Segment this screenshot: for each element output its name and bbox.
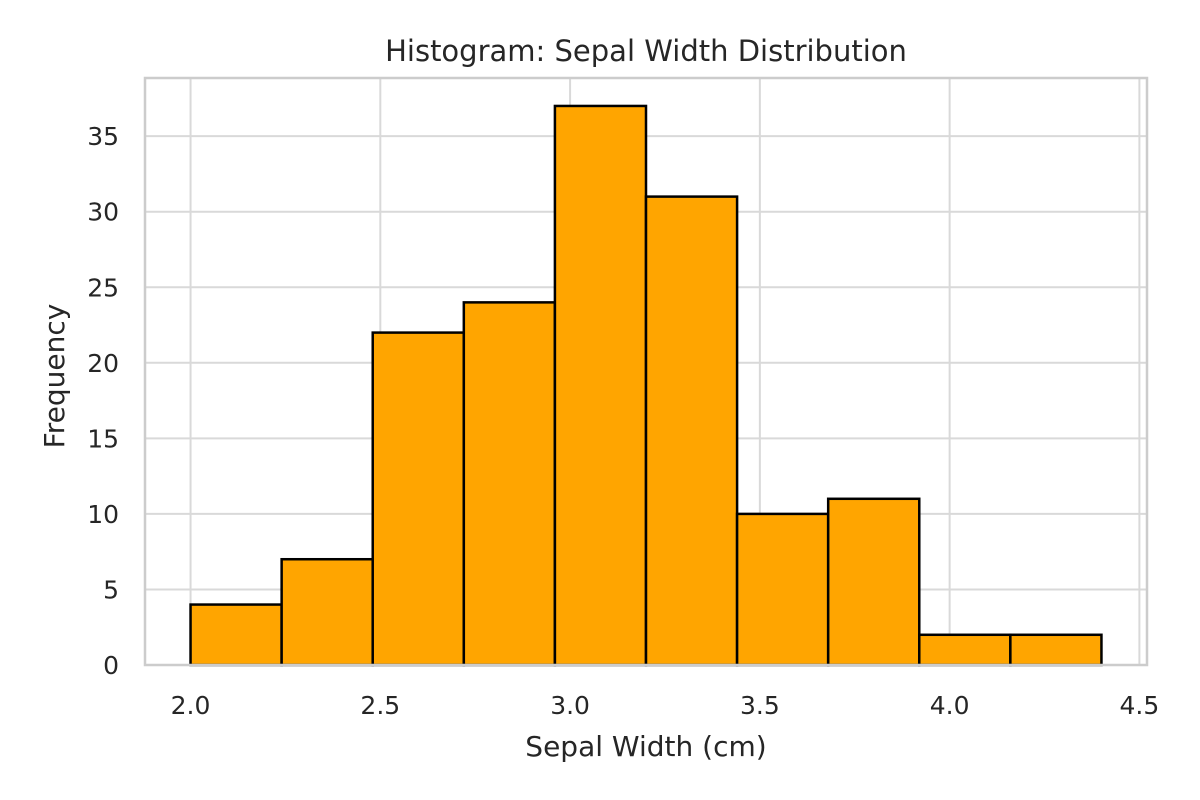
histogram-bar-9 bbox=[1009, 633, 1103, 667]
histogram-bar-0 bbox=[189, 603, 283, 667]
bars bbox=[189, 104, 1103, 667]
plot-frame bbox=[143, 76, 1149, 667]
histogram-bar-2 bbox=[371, 331, 466, 667]
y-tick-label: 35 bbox=[87, 122, 119, 151]
histogram-bar-1 bbox=[280, 557, 374, 667]
y-tick-label: 20 bbox=[87, 349, 119, 378]
x-axis-title: Sepal Width (cm) bbox=[525, 730, 766, 763]
y-tick-label: 25 bbox=[87, 273, 119, 302]
y-tick-label: 5 bbox=[103, 575, 119, 604]
y-tick-label: 30 bbox=[87, 198, 119, 227]
x-tick-label: 2.0 bbox=[171, 691, 211, 720]
x-tick-labels: 2.0 2.5 3.0 3.5 4.0 4.5 bbox=[171, 691, 1160, 720]
histogram-bar-5 bbox=[644, 195, 739, 667]
x-tick-label: 4.5 bbox=[1120, 691, 1160, 720]
x-tick-label: 3.0 bbox=[550, 691, 590, 720]
x-tick-label: 2.5 bbox=[360, 691, 400, 720]
y-tick-labels: 0 5 10 15 20 25 30 35 bbox=[87, 122, 119, 680]
y-tick-label: 15 bbox=[87, 424, 119, 453]
y-tick-label: 0 bbox=[103, 651, 119, 680]
histogram-bar-7 bbox=[826, 497, 921, 667]
x-tick-label: 4.0 bbox=[930, 691, 970, 720]
y-axis-title: Frequency bbox=[38, 304, 71, 449]
histogram-bar-4 bbox=[553, 104, 648, 667]
y-tick-label: 10 bbox=[87, 500, 119, 529]
chart-title: Histogram: Sepal Width Distribution bbox=[385, 34, 907, 68]
histogram-bar-6 bbox=[735, 512, 830, 667]
histogram-bar-3 bbox=[462, 301, 557, 667]
histogram-bar-8 bbox=[918, 633, 1012, 667]
x-tick-label: 3.5 bbox=[740, 691, 780, 720]
